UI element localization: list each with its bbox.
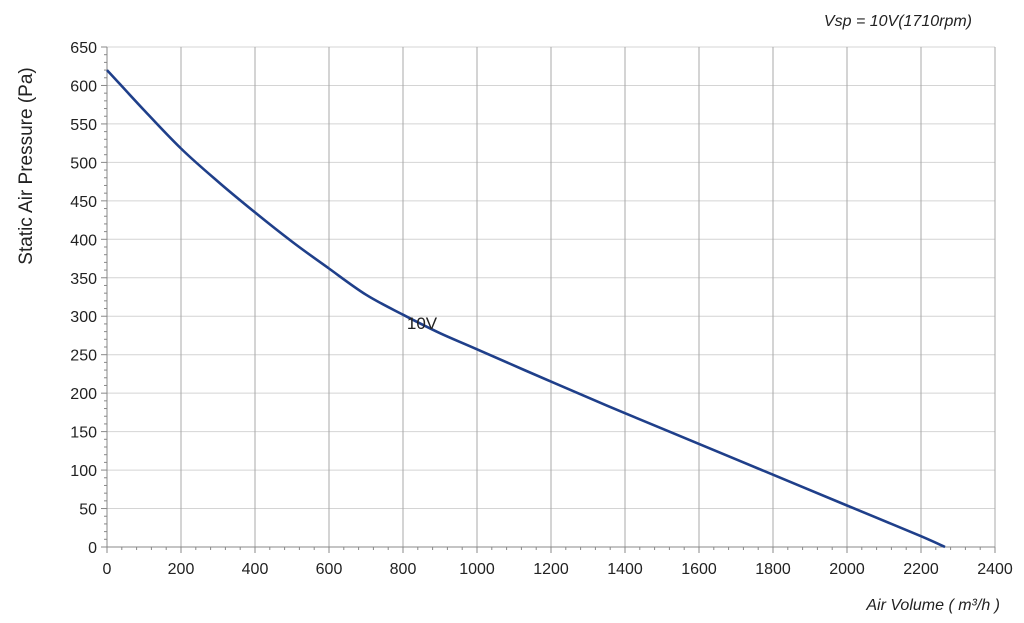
series-line-10V	[106, 69, 946, 549]
y-axis-title: Static Air Pressure (Pa)	[16, 67, 37, 264]
y-tick-label: 350	[70, 271, 97, 288]
chart-axes	[101, 46, 996, 553]
x-axis-title: Air Volume ( m³/h )	[865, 597, 1000, 614]
x-tick-label: 2200	[903, 561, 939, 578]
chart-grid	[106, 46, 996, 548]
x-tick-label: 1800	[755, 561, 791, 578]
y-tick-label: 200	[70, 386, 97, 403]
y-tick-label: 100	[70, 463, 97, 480]
x-tick-label: 2400	[977, 561, 1013, 578]
x-tick-label: 600	[316, 561, 343, 578]
y-tick-label: 600	[70, 78, 97, 95]
x-tick-label: 1600	[681, 561, 717, 578]
y-tick-label: 250	[70, 348, 97, 365]
x-tick-label: 400	[242, 561, 269, 578]
x-tick-label: 2000	[829, 561, 865, 578]
chart-labels: 0 50 100 150 200 250 300 350 400 450 500 550 600 650 0…	[70, 40, 1013, 578]
y-tick-label: 550	[70, 117, 97, 134]
x-tick-label: 200	[168, 561, 195, 578]
y-tick-label: 50	[79, 502, 97, 519]
x-tick-label: 800	[390, 561, 417, 578]
y-tick-label: 450	[70, 194, 97, 211]
x-tick-label: 0	[103, 561, 112, 578]
chart-title: Vsp = 10V(1710rpm)	[824, 13, 972, 30]
y-tick-label: 300	[70, 309, 97, 326]
y-tick-label: 150	[70, 425, 97, 442]
chart-series	[106, 69, 946, 549]
series-label: 10V	[407, 314, 438, 333]
x-tick-label: 1000	[459, 561, 495, 578]
x-tick-label: 1200	[533, 561, 569, 578]
y-tick-label: 650	[70, 40, 97, 57]
y-tick-label: 500	[70, 155, 97, 172]
y-tick-label: 0	[88, 540, 97, 557]
y-tick-label: 400	[70, 232, 97, 249]
x-tick-label: 1400	[607, 561, 643, 578]
